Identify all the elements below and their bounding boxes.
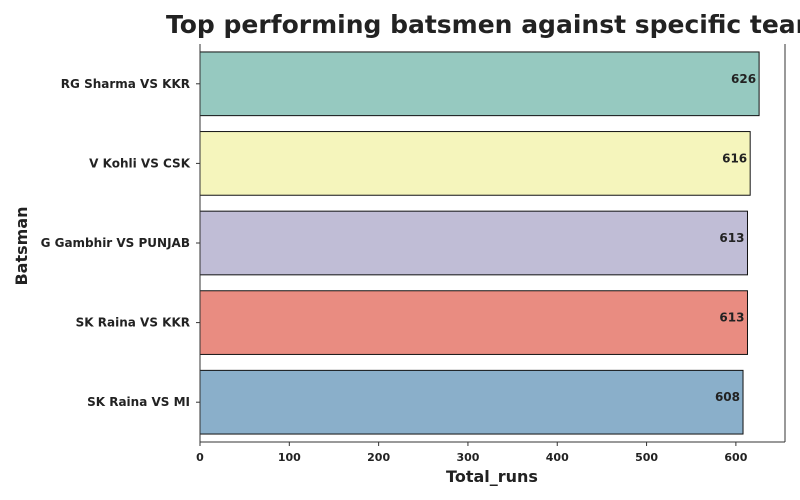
category-labels-group: RG Sharma VS KKR V Kohli VS CSK G Gambhir …	[41, 77, 200, 409]
bar	[199, 369, 744, 435]
category-label: G Gambhir VS PUNJAB	[41, 236, 190, 250]
x-ticks-group: 0 100 200 300 400 500 600	[196, 442, 748, 464]
data-label: 608	[715, 390, 740, 404]
data-label: 613	[719, 231, 744, 245]
bars-group	[199, 51, 760, 435]
chart-title: Top performing batsmen against specific …	[166, 10, 800, 39]
x-tick-label: 600	[724, 451, 747, 464]
x-axis-label: Total_runs	[446, 467, 538, 486]
x-tick-label: 400	[546, 451, 569, 464]
category-label: SK Raina VS KKR	[76, 316, 190, 330]
bar	[199, 290, 748, 355]
value-labels-group: 626 616 613 613 608	[715, 72, 756, 404]
bar	[199, 210, 748, 276]
x-tick-label: 0	[196, 451, 204, 464]
bar	[199, 131, 751, 196]
x-tick-label: 500	[635, 451, 658, 464]
bar	[199, 51, 760, 117]
y-axis-label: Batsman	[12, 206, 31, 285]
data-label: 626	[731, 72, 756, 86]
category-label: RG Sharma VS KKR	[61, 77, 190, 91]
category-label: V Kohli VS CSK	[89, 156, 191, 170]
x-tick-label: 200	[367, 451, 390, 464]
data-label: 613	[719, 311, 744, 325]
data-label: 616	[722, 151, 747, 165]
x-tick-label: 300	[456, 451, 479, 464]
x-tick-label: 100	[278, 451, 301, 464]
category-label: SK Raina VS MI	[87, 395, 190, 409]
